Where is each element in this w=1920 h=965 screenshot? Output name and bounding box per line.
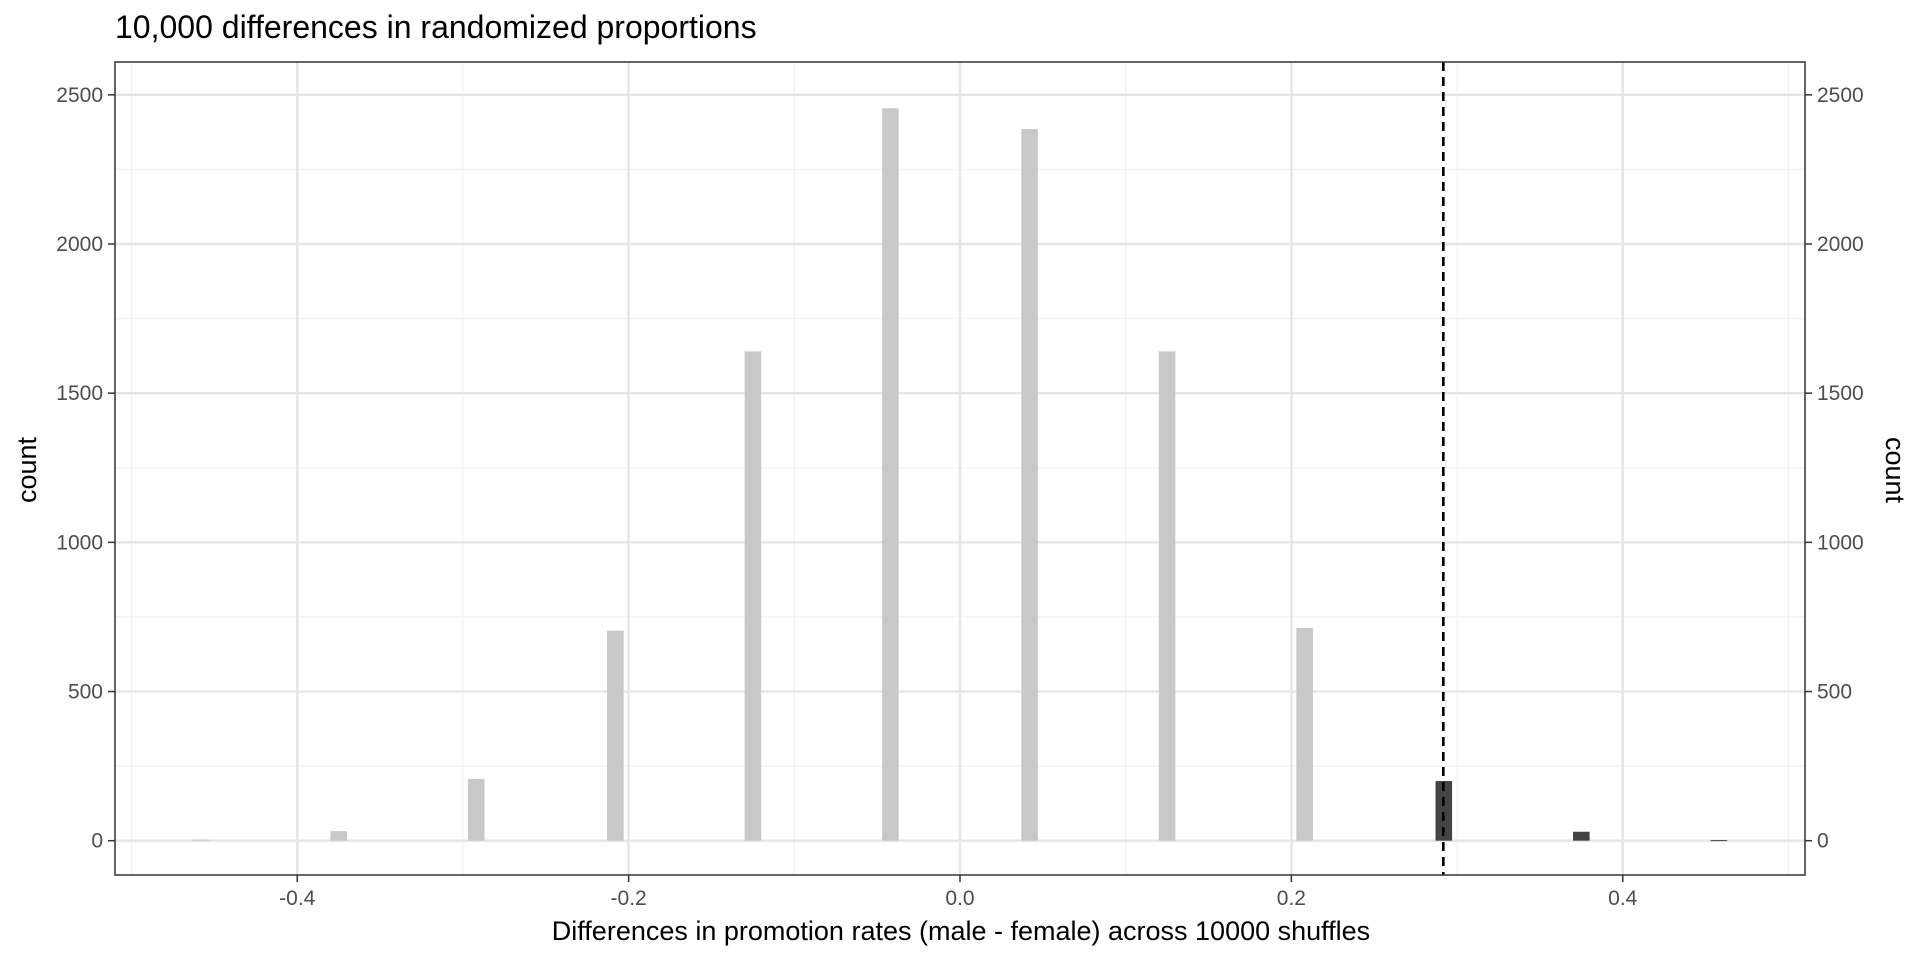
y-tick-label-left: 2000 — [56, 233, 103, 256]
grid-layer — [115, 62, 1805, 875]
y-tick-label-left: 1500 — [56, 382, 103, 405]
histogram-bar — [330, 831, 347, 841]
x-tick-label: 0.0 — [945, 887, 974, 910]
x-tick-label: -0.4 — [279, 887, 316, 910]
y-tick-label-left: 2500 — [56, 84, 103, 107]
y-tick-label-right: 2000 — [1817, 233, 1864, 256]
histogram-bar — [1710, 840, 1728, 842]
bars-layer — [192, 108, 1728, 842]
histogram-bar — [1573, 831, 1590, 841]
y-tick-label-right: 1000 — [1817, 531, 1864, 554]
y-tick-label-right: 500 — [1817, 681, 1852, 704]
y-tick-label-left: 1000 — [56, 531, 103, 554]
histogram-bar — [1021, 129, 1038, 841]
histogram-bar — [192, 839, 210, 841]
histogram-bar — [1296, 627, 1313, 841]
y-axis-title-left: count — [12, 436, 42, 503]
x-axis-title: Differences in promotion rates (male - f… — [552, 916, 1370, 946]
y-axis-title-right: count — [1880, 437, 1910, 504]
chart-title: 10,000 differences in randomized proport… — [115, 9, 757, 45]
histogram-bar — [1158, 351, 1176, 841]
histogram-bar — [607, 630, 624, 841]
histogram-bar — [1435, 781, 1453, 841]
histogram-bar — [882, 108, 899, 841]
y-tick-label-left: 500 — [68, 681, 103, 704]
axes-layer: -0.4 -0.2 0.0 0.2 0.4 0 0 500 500 1000 1000 1500 150… — [56, 84, 1863, 910]
x-tick-label: 0.4 — [1608, 887, 1638, 910]
histogram-bar — [467, 778, 485, 841]
y-tick-label-right: 2500 — [1817, 84, 1864, 107]
x-tick-label: -0.2 — [611, 887, 647, 910]
y-tick-label-right: 1500 — [1817, 382, 1864, 405]
histogram-bar — [744, 351, 762, 841]
y-tick-label-left: 0 — [91, 830, 103, 853]
y-tick-label-right: 0 — [1817, 830, 1829, 853]
x-tick-label: 0.2 — [1277, 887, 1306, 910]
